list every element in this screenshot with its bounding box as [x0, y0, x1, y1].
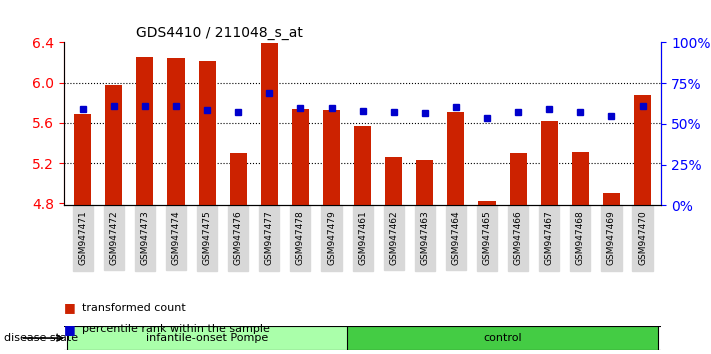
Bar	[167, 58, 185, 205]
Bar	[572, 152, 589, 205]
Bar	[292, 109, 309, 205]
Text: control: control	[483, 333, 522, 343]
Bar	[74, 114, 91, 205]
Bar	[230, 153, 247, 205]
Text: GDS4410 / 211048_s_at: GDS4410 / 211048_s_at	[136, 26, 303, 40]
Bar	[479, 201, 496, 205]
Text: transformed count: transformed count	[82, 303, 186, 313]
Bar	[603, 193, 620, 205]
Bar	[323, 110, 340, 205]
Bar	[261, 44, 278, 205]
Bar	[67, 326, 347, 350]
Bar	[634, 95, 651, 205]
Bar	[447, 112, 464, 205]
Bar	[198, 61, 215, 205]
Bar	[354, 126, 371, 205]
Bar	[540, 121, 558, 205]
Text: ■: ■	[64, 302, 76, 314]
Text: infantile-onset Pompe: infantile-onset Pompe	[146, 333, 268, 343]
Bar	[347, 326, 658, 350]
Text: disease state: disease state	[4, 333, 77, 343]
Bar	[416, 160, 434, 205]
Text: ■: ■	[64, 323, 76, 336]
Bar	[105, 85, 122, 205]
Bar	[510, 153, 527, 205]
Text: percentile rank within the sample: percentile rank within the sample	[82, 324, 269, 334]
Bar	[385, 157, 402, 205]
Bar	[137, 57, 154, 205]
